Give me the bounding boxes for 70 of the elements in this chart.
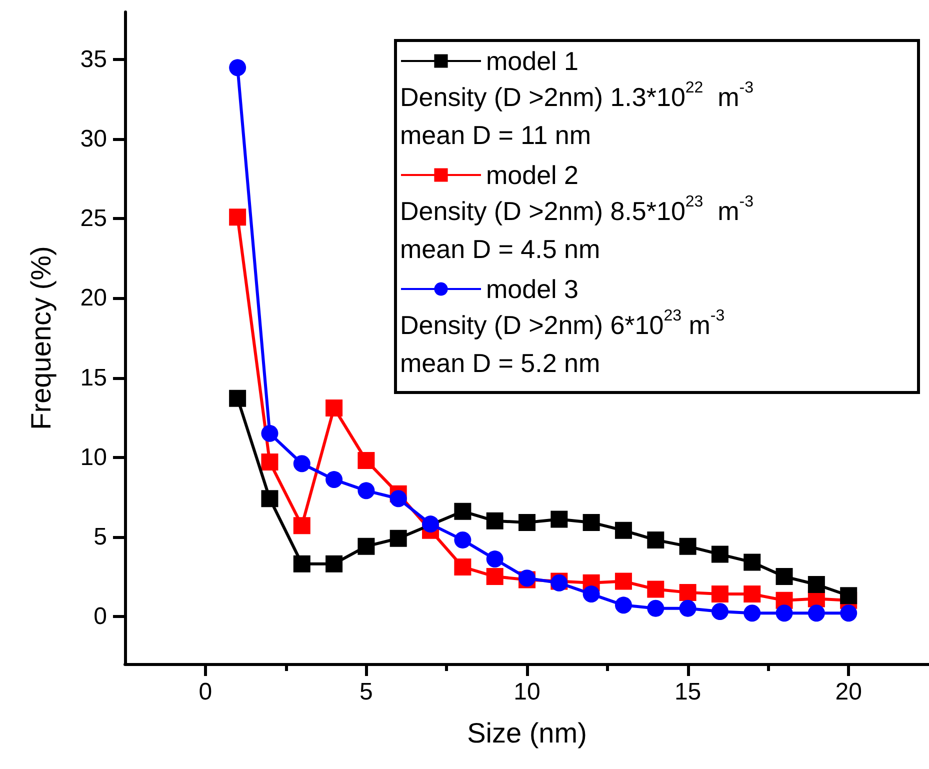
- x-tick-label: 0: [198, 678, 212, 706]
- point: [647, 600, 664, 617]
- y-tick-label: 15: [80, 364, 107, 392]
- y-axis-title: Frequency (%): [26, 246, 56, 430]
- x-tick-label: 15: [674, 678, 702, 706]
- point: [679, 538, 696, 555]
- point: [358, 538, 375, 555]
- y-tick-label: 0: [94, 602, 107, 630]
- y-tick-label: 35: [80, 46, 107, 74]
- point: [326, 555, 343, 572]
- point: [647, 580, 664, 598]
- point: [422, 516, 440, 533]
- point: [614, 572, 632, 590]
- point: [390, 490, 407, 508]
- point: [261, 424, 278, 442]
- point: [229, 208, 246, 226]
- point: [744, 604, 761, 622]
- x-tick-label: 5: [360, 678, 373, 706]
- point: [486, 512, 504, 530]
- point: [808, 576, 825, 593]
- point: [390, 530, 407, 547]
- point: [647, 531, 664, 548]
- point: [744, 554, 761, 571]
- point: [582, 514, 600, 531]
- point: [550, 510, 568, 528]
- y-tick-label: 5: [94, 523, 107, 550]
- point: [776, 568, 793, 586]
- point: [358, 482, 375, 500]
- point: [454, 531, 472, 548]
- point: [744, 586, 761, 603]
- point: [261, 490, 278, 508]
- point: [711, 546, 728, 563]
- legend-label: model 3: [486, 274, 578, 304]
- point: [293, 455, 310, 472]
- point: [679, 584, 696, 601]
- y-tick-label: 30: [80, 126, 107, 153]
- point: [614, 596, 632, 614]
- point: [582, 586, 600, 603]
- legend-label: model 1: [486, 46, 578, 76]
- point: [326, 399, 343, 416]
- point: [229, 390, 246, 407]
- point: [293, 517, 310, 534]
- y-tick-label: 25: [80, 205, 107, 232]
- annotation: mean D = 5.2 nm: [400, 348, 600, 378]
- annotation: mean D = 11 nm: [400, 120, 592, 150]
- point: [614, 522, 632, 539]
- point: [326, 471, 343, 488]
- point: [454, 502, 472, 520]
- point: [293, 555, 310, 572]
- point: [454, 558, 472, 576]
- x-axis-title: Size (nm): [467, 718, 587, 748]
- point: [486, 550, 504, 568]
- point: [840, 587, 858, 604]
- point: [261, 454, 278, 471]
- annotation: mean D = 4.5 nm: [400, 234, 600, 264]
- point: [711, 586, 728, 603]
- point: [776, 604, 793, 622]
- point: [808, 604, 825, 622]
- x-tick-label: 20: [835, 678, 862, 706]
- point: [711, 603, 728, 620]
- point: [679, 600, 696, 617]
- point: [229, 59, 246, 76]
- point: [518, 514, 536, 531]
- point: [486, 568, 504, 586]
- x-tick-label: 10: [514, 678, 540, 706]
- point: [358, 452, 375, 469]
- y-tick-label: 10: [80, 444, 107, 471]
- legend-label: model 2: [486, 160, 578, 190]
- y-tick-label: 20: [80, 284, 107, 312]
- point: [840, 604, 858, 622]
